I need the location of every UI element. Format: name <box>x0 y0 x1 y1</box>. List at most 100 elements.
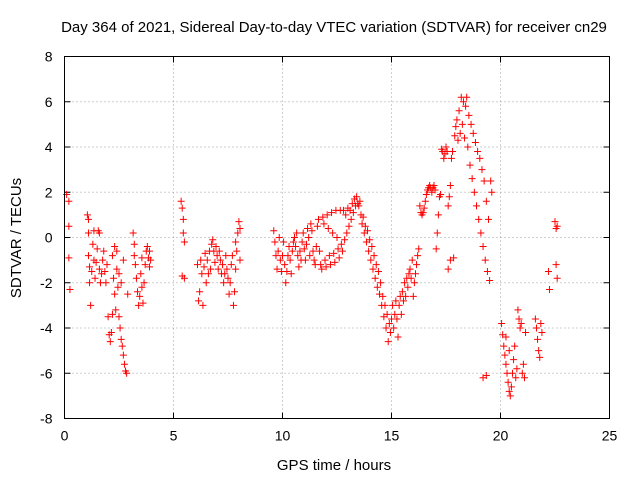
data-point <box>454 136 462 144</box>
data-point <box>65 222 73 230</box>
data-point <box>299 229 307 237</box>
data-point <box>143 243 151 251</box>
data-point <box>508 369 516 377</box>
data-point <box>138 283 146 291</box>
data-point <box>338 247 346 255</box>
data-point <box>502 360 510 368</box>
data-point <box>471 138 479 146</box>
data-point <box>501 351 509 359</box>
data-point <box>180 274 188 282</box>
data-point <box>116 324 124 332</box>
data-point <box>551 218 559 226</box>
data-point <box>478 166 486 174</box>
data-point <box>401 279 409 287</box>
data-point <box>349 209 357 217</box>
data-point <box>453 116 461 124</box>
data-point <box>504 378 512 386</box>
data-point <box>464 143 472 151</box>
data-point <box>408 256 416 264</box>
data-point <box>108 310 116 318</box>
y-tick-label: -2 <box>40 275 53 291</box>
data-point <box>440 154 448 162</box>
chart-title: Day 364 of 2021, Sidereal Day-to-day VTE… <box>61 19 607 36</box>
data-point <box>399 297 407 305</box>
data-point <box>470 188 478 196</box>
data-point <box>405 270 413 278</box>
data-point <box>317 261 325 269</box>
x-tick-label: 15 <box>384 428 400 444</box>
data-point <box>514 306 522 314</box>
y-tick-labels: -8 -6 -4 -2 0 2 4 6 8 <box>40 49 53 427</box>
data-point <box>372 261 380 269</box>
data-point <box>459 98 467 106</box>
data-point <box>345 222 353 230</box>
data-point <box>296 247 304 255</box>
data-point <box>552 261 560 269</box>
data-point <box>131 261 139 269</box>
data-point <box>115 270 123 278</box>
data-point <box>129 229 137 237</box>
data-point <box>229 301 237 309</box>
data-point <box>272 252 280 260</box>
data-point <box>222 252 230 260</box>
data-point <box>361 222 369 230</box>
data-point <box>196 288 204 296</box>
data-point <box>516 324 524 332</box>
data-point <box>203 256 211 264</box>
y-tick-label: 6 <box>45 94 53 110</box>
data-point <box>146 247 154 255</box>
data-point <box>469 129 477 137</box>
data-point <box>395 301 403 309</box>
data-point <box>305 234 313 241</box>
data-point <box>488 188 496 196</box>
data-point <box>482 197 490 205</box>
data-point <box>553 222 561 230</box>
x-axis-label: GPS time / hours <box>277 457 391 474</box>
data-point <box>198 270 206 278</box>
data-point <box>456 129 464 137</box>
data-point <box>374 267 382 275</box>
data-point <box>487 177 495 185</box>
data-point <box>114 283 122 291</box>
data-point <box>384 338 392 346</box>
y-tick-label: 2 <box>45 184 53 200</box>
data-point <box>419 209 427 217</box>
data-point <box>342 211 350 219</box>
data-point <box>415 245 423 253</box>
data-point <box>111 290 119 298</box>
x-tick-label: 25 <box>602 428 618 444</box>
data-point <box>292 243 300 251</box>
data-point <box>115 313 123 321</box>
data-point <box>534 335 542 343</box>
data-point <box>104 313 112 321</box>
data-point <box>110 274 118 282</box>
x-tick-label: 20 <box>493 428 509 444</box>
data-point <box>321 256 329 264</box>
data-point <box>236 256 244 264</box>
data-point <box>227 261 235 269</box>
data-point <box>281 261 289 269</box>
y-tick-label: 8 <box>45 49 53 65</box>
data-point <box>446 181 454 189</box>
data-point <box>536 353 544 361</box>
data-point <box>286 256 294 264</box>
data-point <box>505 347 513 355</box>
data-point <box>120 360 128 368</box>
data-point <box>451 132 459 140</box>
data-point <box>502 333 510 341</box>
data-point <box>232 265 240 273</box>
data-point <box>66 286 74 294</box>
data-point <box>442 143 450 151</box>
data-point <box>507 383 515 391</box>
data-point <box>432 245 440 253</box>
data-point <box>310 256 318 264</box>
data-point <box>225 290 233 298</box>
data-point <box>520 374 528 382</box>
data-point <box>447 154 455 162</box>
data-point <box>231 288 239 296</box>
data-point <box>535 347 543 355</box>
data-point <box>381 301 389 309</box>
data-point <box>511 342 519 350</box>
data-point <box>390 324 398 332</box>
data-point <box>300 245 308 253</box>
